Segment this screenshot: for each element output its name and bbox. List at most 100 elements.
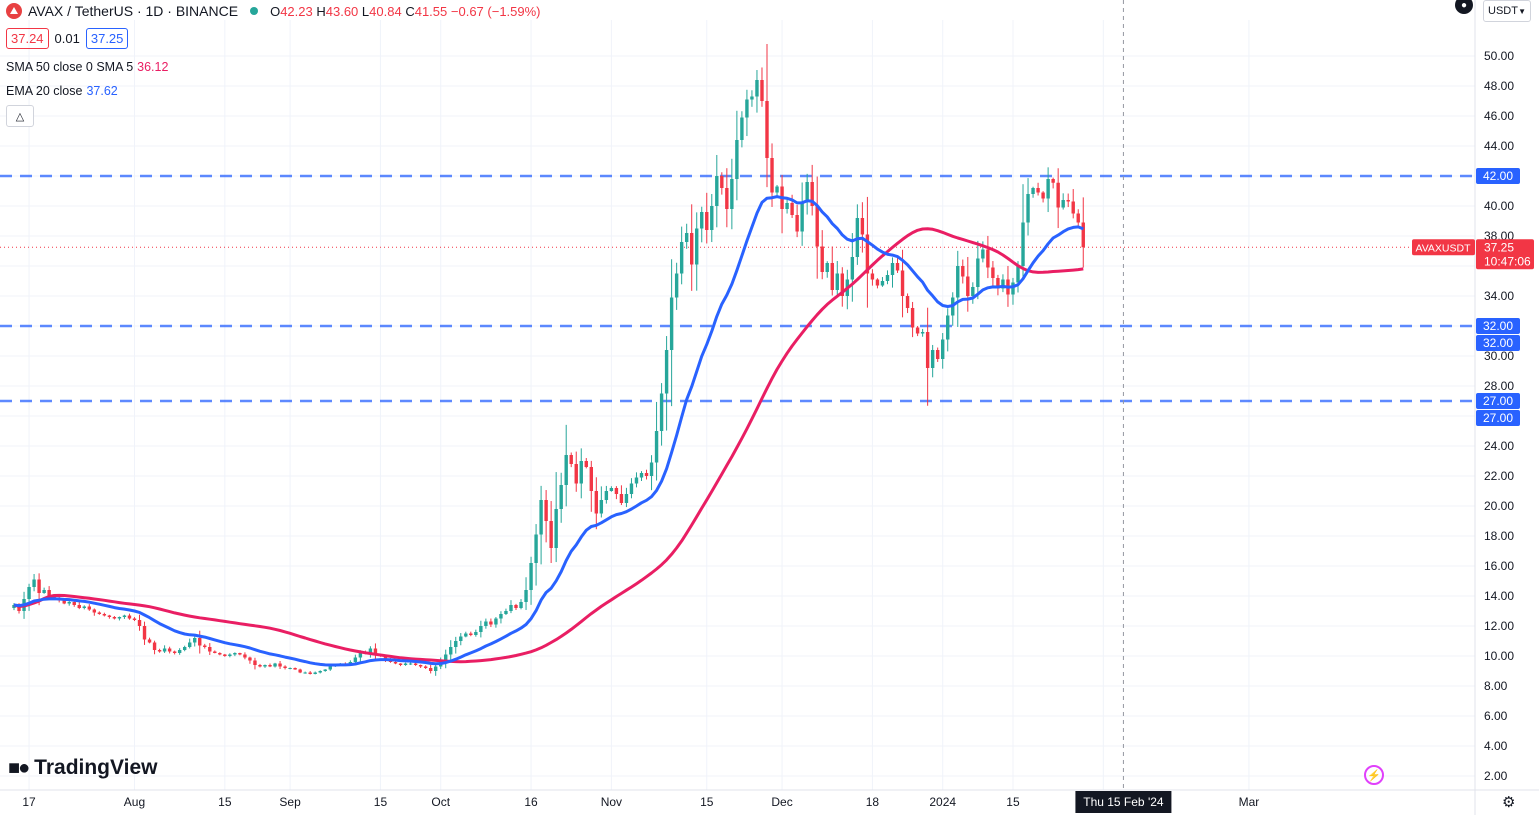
candle-body: [87, 606, 91, 610]
price-tick-label: 6.00: [1484, 709, 1508, 723]
candle-body: [193, 638, 197, 643]
sell-price-button[interactable]: 37.24: [6, 28, 49, 49]
candle-body: [223, 654, 227, 656]
screenshot-icon[interactable]: ●: [1455, 0, 1473, 14]
candle-body: [554, 509, 558, 548]
close-label: C: [405, 3, 415, 19]
candle-body: [594, 491, 599, 514]
tradingview-logo[interactable]: ■● TradingView: [8, 756, 158, 780]
candle-body: [579, 461, 583, 484]
candle-body: [639, 473, 644, 478]
candle-body: [253, 660, 257, 665]
candle-body: [172, 651, 177, 653]
price-tick-label: 8.00: [1484, 679, 1508, 693]
tradingview-mark-icon: ■●: [8, 756, 30, 779]
candle-body: [1076, 213, 1080, 223]
candle-body: [890, 263, 895, 275]
candle-body: [690, 233, 694, 265]
candle-body: [469, 633, 473, 635]
candle-body: [238, 653, 242, 655]
candle-body: [700, 212, 704, 229]
price-tick-label: 20.00: [1484, 499, 1514, 513]
price-tick-label: 16.00: [1484, 559, 1514, 573]
candle-body: [1051, 179, 1055, 183]
candle-body: [609, 488, 614, 491]
candle-body: [328, 666, 332, 670]
candle-body: [62, 600, 66, 604]
price-tick-label: 44.00: [1484, 139, 1514, 153]
candle-body: [37, 579, 41, 593]
level-price-tag: [1476, 318, 1520, 334]
candle-body: [67, 602, 71, 604]
candle-body: [408, 663, 413, 665]
candle-body: [895, 263, 900, 271]
candle-body: [504, 611, 508, 614]
symbol-title[interactable]: AVAX / TetherUS · 1D · BINANCE: [28, 3, 239, 19]
price-tick-label: 46.00: [1484, 109, 1514, 123]
price-tick-label: 10.00: [1484, 649, 1514, 663]
gear-icon[interactable]: ⚙: [1502, 794, 1516, 811]
candle-body: [1061, 200, 1065, 208]
candle-body: [649, 462, 654, 476]
time-tick-label: 15: [700, 795, 714, 809]
candle-body: [132, 618, 137, 620]
candle-body: [740, 117, 744, 140]
candle-body: [157, 650, 162, 652]
candle-body: [1066, 200, 1070, 202]
candle-body: [725, 188, 729, 209]
buy-price-button[interactable]: 37.25: [85, 28, 129, 49]
sma-indicator-legend[interactable]: SMA 50 close 0 SMA 5 36.12: [6, 60, 168, 74]
level-price-tag: [1476, 335, 1520, 351]
candle-body: [730, 179, 734, 209]
candle-body: [790, 203, 794, 215]
time-tick-label: 15: [374, 795, 388, 809]
candle-body: [584, 461, 588, 467]
candle-body: [353, 657, 358, 662]
candle-body: [529, 563, 533, 590]
candle-body: [544, 500, 548, 521]
candle-body: [403, 663, 408, 665]
candle-body: [549, 521, 553, 548]
candle-body: [1071, 201, 1075, 214]
change-value: −0.67 (−1.59%): [450, 3, 541, 19]
ema-indicator-legend[interactable]: EMA 20 close 37.62: [6, 84, 118, 98]
candle-body: [288, 668, 292, 669]
candle-body: [444, 654, 448, 662]
candle-body: [679, 242, 684, 274]
price-tick-label: 12.00: [1484, 619, 1514, 633]
candle-body: [735, 140, 739, 179]
candle-body: [127, 615, 132, 619]
lightning-icon[interactable]: ⚡: [1364, 765, 1384, 785]
candle-body: [117, 617, 122, 619]
candle-body: [830, 263, 834, 290]
chart-header: AVAX / TetherUS · 1D · BINANCE O42.23 H4…: [6, 3, 541, 19]
candle-body: [398, 663, 403, 665]
price-tick-label: 50.00: [1484, 49, 1514, 63]
currency-selector[interactable]: USDT ▼: [1483, 0, 1531, 22]
candle-body: [258, 665, 262, 667]
candle-body: [454, 641, 458, 647]
candle-body: [860, 218, 865, 235]
close-value: 41.55: [414, 3, 448, 19]
candle-body: [539, 500, 543, 535]
candle-body: [514, 605, 518, 608]
collapse-legend-button[interactable]: △: [6, 105, 34, 127]
candle-body: [188, 642, 192, 647]
candle-body: [695, 228, 699, 265]
candle-body: [614, 488, 619, 494]
candle-body: [182, 647, 187, 650]
candle-body: [920, 332, 925, 334]
candle-body: [629, 483, 634, 494]
candle-body: [303, 672, 307, 674]
candle-body: [925, 332, 930, 368]
candle-body: [464, 633, 468, 637]
market-open-status-icon: [250, 7, 259, 15]
candle-body: [1011, 282, 1015, 295]
time-tick-label: Oct: [431, 795, 450, 809]
candle-body: [785, 203, 789, 209]
sma-50-line: [13, 227, 1084, 664]
price-tick-label: 18.00: [1484, 529, 1514, 543]
candle-body: [228, 654, 232, 656]
currency-label: USDT: [1488, 5, 1518, 17]
